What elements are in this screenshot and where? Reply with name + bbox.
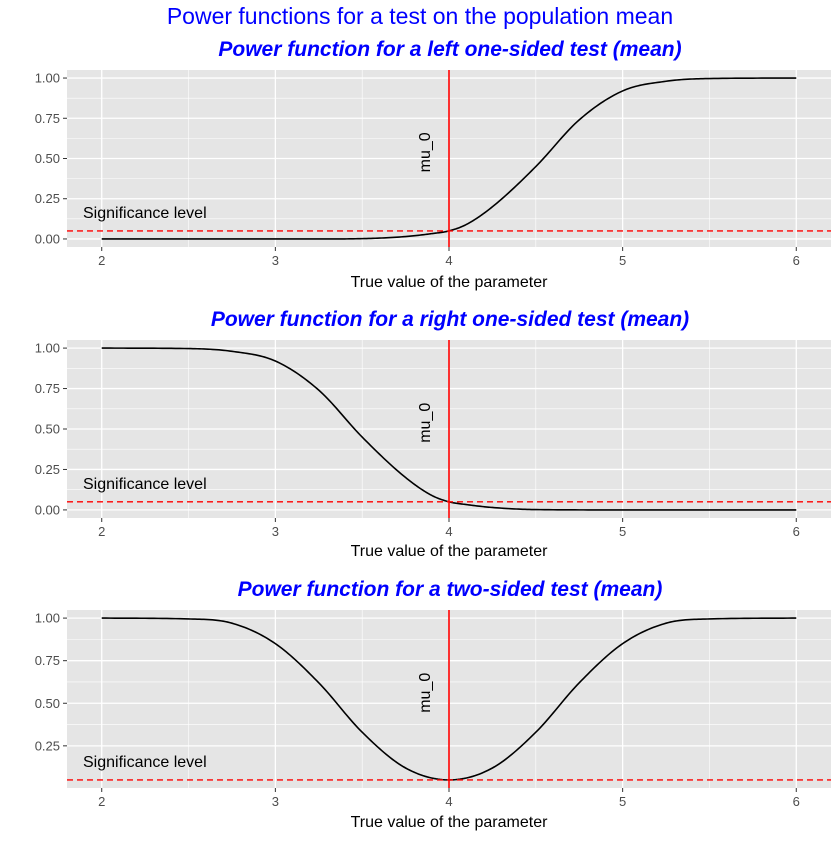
x-tick-label: 4 xyxy=(445,524,452,539)
significance-level-label: Significance level xyxy=(83,205,207,222)
panel-title: Power function for a right one-sided tes… xyxy=(211,308,689,331)
x-tick-label: 3 xyxy=(272,794,279,809)
y-tick-label: 0.50 xyxy=(35,696,60,711)
y-tick-label: 0.00 xyxy=(35,231,60,246)
x-tick-label: 2 xyxy=(98,794,105,809)
x-tick-label: 5 xyxy=(619,524,626,539)
power-curve xyxy=(101,347,797,511)
y-tick-label: 1.00 xyxy=(35,611,60,626)
mu0-label: mu_0 xyxy=(417,403,434,443)
y-tick-label: 0.25 xyxy=(35,191,60,206)
significance-level-label: Significance level xyxy=(83,754,207,771)
chart-panel-3: Power function for a two-sided test (mea… xyxy=(35,578,831,831)
y-tick-label: 0.25 xyxy=(35,738,60,753)
x-tick-label: 2 xyxy=(98,253,105,268)
y-tick-label: 0.75 xyxy=(35,381,60,396)
chart-panel-1: Power function for a left one-sided test… xyxy=(35,38,831,291)
y-tick-label: 0.75 xyxy=(35,111,60,126)
y-tick-label: 0.50 xyxy=(35,151,60,166)
main-title: Power functions for a test on the popula… xyxy=(166,3,674,29)
x-axis-title: True value of the parameter xyxy=(351,543,549,560)
x-tick-label: 2 xyxy=(98,524,105,539)
y-tick-label: 0.75 xyxy=(35,653,60,668)
x-tick-label: 4 xyxy=(445,794,452,809)
x-tick-label: 5 xyxy=(619,253,626,268)
chart-panel-2: Power function for a right one-sided tes… xyxy=(35,308,831,560)
x-tick-label: 6 xyxy=(793,524,800,539)
y-tick-label: 1.00 xyxy=(35,71,60,86)
y-tick-label: 0.50 xyxy=(35,422,60,437)
x-tick-label: 5 xyxy=(619,794,626,809)
x-tick-label: 3 xyxy=(272,253,279,268)
y-tick-label: 0.00 xyxy=(35,502,60,517)
y-tick-label: 1.00 xyxy=(35,341,60,356)
x-tick-label: 6 xyxy=(793,253,800,268)
power-curve xyxy=(101,77,797,240)
x-tick-label: 4 xyxy=(445,253,452,268)
x-axis-title: True value of the parameter xyxy=(351,814,549,831)
x-tick-label: 6 xyxy=(793,794,800,809)
mu0-label: mu_0 xyxy=(417,673,434,713)
panel-title: Power function for a left one-sided test… xyxy=(218,38,681,61)
y-tick-label: 0.25 xyxy=(35,462,60,477)
significance-level-label: Significance level xyxy=(83,476,207,493)
mu0-label: mu_0 xyxy=(417,132,434,172)
x-axis-title: True value of the parameter xyxy=(351,274,549,291)
panel-title: Power function for a two-sided test (mea… xyxy=(238,578,663,601)
x-tick-label: 3 xyxy=(272,524,279,539)
